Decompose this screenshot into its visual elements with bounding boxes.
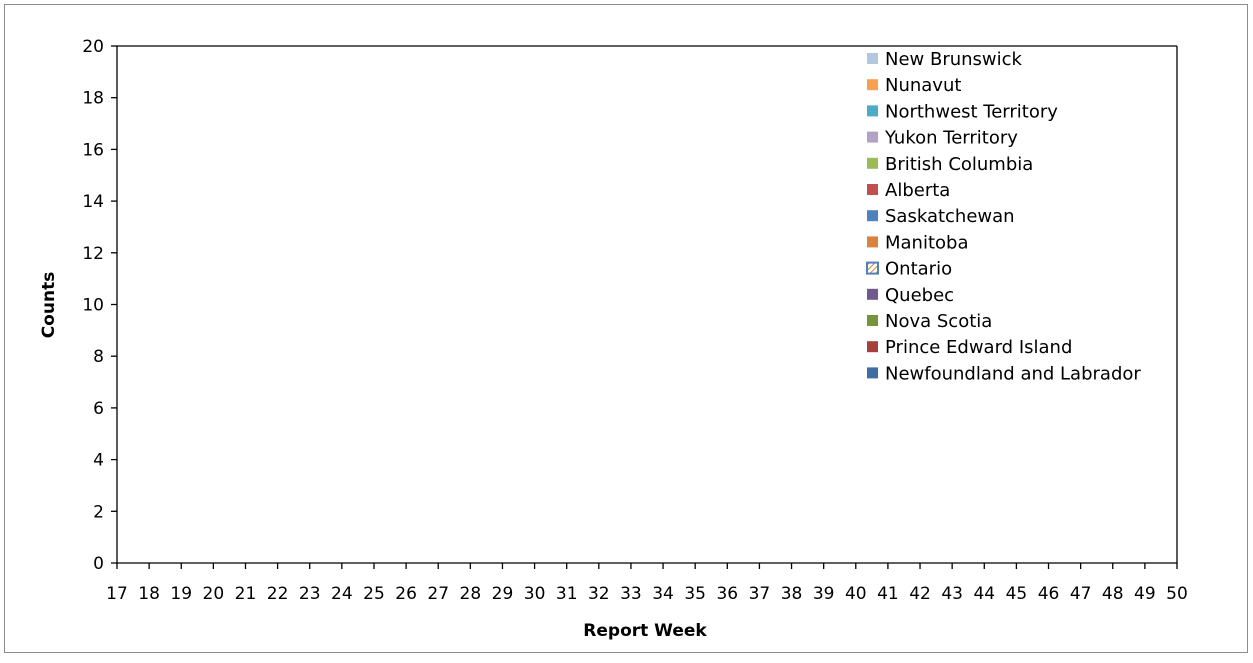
legend-swatch <box>867 341 878 353</box>
legend-swatch <box>867 53 878 64</box>
legend-label: Newfoundland and Labrador <box>885 363 1141 384</box>
x-tick-label: 42 <box>909 584 931 604</box>
legend-swatch <box>867 184 878 195</box>
x-tick-label: 38 <box>781 584 803 604</box>
legend-label: Yukon Territory <box>884 128 1018 149</box>
x-tick-label: 46 <box>1038 584 1060 604</box>
y-tick-label: 8 <box>93 347 104 367</box>
x-tick-label: 23 <box>299 584 321 604</box>
x-tick-label: 19 <box>170 584 192 604</box>
x-tick-label: 37 <box>749 584 771 604</box>
legend-label: New Brunswick <box>885 49 1023 70</box>
y-tick-label: 4 <box>93 451 104 471</box>
legend-swatch <box>867 288 878 300</box>
x-tick-label: 35 <box>684 584 706 604</box>
x-tick-label: 27 <box>427 584 449 604</box>
legend-label: Nunavut <box>885 75 961 96</box>
legend-label: Ontario <box>885 259 952 280</box>
x-tick-label: 18 <box>138 584 160 604</box>
x-tick-label: 43 <box>941 584 963 604</box>
x-axis-title: Report Week <box>583 621 707 641</box>
legend-label: Quebec <box>885 285 954 306</box>
legend-swatch <box>867 79 878 91</box>
legend-label: Prince Edward Island <box>885 337 1072 358</box>
y-tick-label: 16 <box>82 140 104 160</box>
x-tick-label: 34 <box>652 584 674 604</box>
legend: New Brunswick Nunavut Northwest Territory Y… <box>866 49 1141 384</box>
y-tick-label: 12 <box>82 244 104 264</box>
legend-label: Alberta <box>885 180 950 201</box>
x-tick-label: 32 <box>588 584 610 604</box>
x-tick-label: 25 <box>363 584 385 604</box>
legend-label: Saskatchewan <box>885 206 1015 227</box>
x-tick-label: 29 <box>492 584 514 604</box>
x-tick-label: 28 <box>460 584 482 604</box>
x-tick-label: 48 <box>1102 584 1124 604</box>
legend-swatch <box>867 131 878 143</box>
x-tick-label: 44 <box>973 584 995 604</box>
y-tick-label: 6 <box>93 399 104 419</box>
x-tick-label: 30 <box>524 584 546 604</box>
y-tick-label: 20 <box>82 37 104 57</box>
legend-swatch <box>867 236 878 248</box>
x-tick-label: 17 <box>106 584 128 604</box>
legend-swatch <box>867 210 878 222</box>
legend-swatch <box>866 261 879 275</box>
x-axis: 17 18 19 20 21 22 23 24 25 26 27 28 29 30 31 32 33 34 35 36… <box>106 45 1188 604</box>
legend-swatch <box>867 157 878 169</box>
x-tick-label: 36 <box>716 584 738 604</box>
x-tick-label: 39 <box>813 584 835 604</box>
x-tick-label: 47 <box>1070 584 1092 604</box>
x-tick-label: 21 <box>235 584 257 604</box>
x-tick-label: 50 <box>1166 584 1188 604</box>
legend-label: Manitoba <box>885 232 969 253</box>
legend-label: Nova Scotia <box>885 311 992 332</box>
y-tick-label: 14 <box>82 192 104 212</box>
x-tick-label: 49 <box>1134 584 1156 604</box>
y-tick-label: 18 <box>82 89 104 109</box>
legend-label: Northwest Territory <box>885 101 1058 122</box>
x-tick-label: 22 <box>267 584 289 604</box>
x-tick-label: 26 <box>395 584 417 604</box>
y-axis-title: Counts <box>39 272 59 339</box>
y-axis: 0 2 4 6 8 10 12 14 16 18 20 <box>82 37 118 574</box>
y-tick-label: 10 <box>82 296 104 316</box>
legend-swatch <box>867 367 878 379</box>
legend-label: British Columbia <box>885 154 1033 175</box>
y-tick-label: 0 <box>93 554 104 574</box>
x-tick-label: 24 <box>331 584 353 604</box>
x-tick-label: 40 <box>845 584 867 604</box>
plot-background <box>117 46 1177 563</box>
x-tick-label: 20 <box>203 584 225 604</box>
x-tick-label: 33 <box>620 584 642 604</box>
y-tick-label: 2 <box>93 502 104 522</box>
x-tick-label: 41 <box>877 584 899 604</box>
legend-swatch <box>867 105 878 117</box>
legend-swatch <box>867 315 878 326</box>
plot-area <box>117 46 1177 563</box>
x-tick-label: 45 <box>1006 584 1028 604</box>
x-tick-label: 31 <box>556 584 578 604</box>
